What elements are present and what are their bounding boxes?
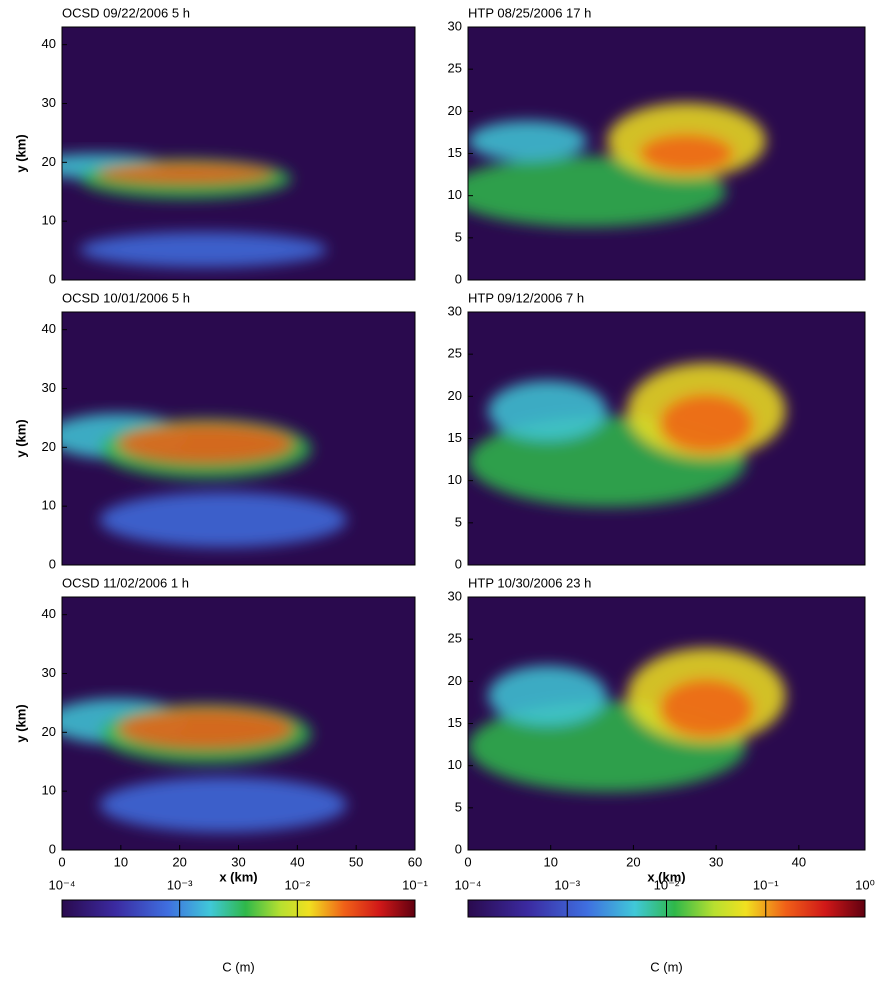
- y-tick-label: 10: [448, 757, 462, 772]
- y-tick-label: 20: [42, 439, 56, 454]
- plume-blob: [97, 164, 273, 184]
- y-tick-label: 15: [448, 430, 462, 445]
- y-tick-label: 20: [448, 673, 462, 688]
- y-tick-label: 0: [455, 841, 462, 856]
- y-tick-label: 10: [42, 213, 56, 228]
- plume-blob: [100, 492, 347, 547]
- x-tick-label: 10: [543, 854, 557, 869]
- y-tick-label: 0: [49, 841, 56, 856]
- colorbar-tick-label: 10⁰: [855, 877, 875, 892]
- y-tick-label: 20: [42, 724, 56, 739]
- x-tick-label: 10: [114, 854, 128, 869]
- plume-blob: [117, 709, 293, 749]
- colorbar-tick-label: 10⁻⁴: [49, 877, 76, 892]
- plume-blob: [659, 393, 754, 453]
- x-axis-label: x (km): [219, 869, 257, 884]
- y-tick-label: 0: [49, 271, 56, 286]
- colorbar-label: C (m): [222, 959, 255, 974]
- y-tick-label: 25: [448, 346, 462, 361]
- panel-title: OCSD 10/01/2006 5 h: [62, 290, 190, 305]
- y-tick-label: 30: [42, 95, 56, 110]
- y-tick-label: 15: [448, 715, 462, 730]
- y-tick-label: 10: [42, 783, 56, 798]
- field: [47, 312, 415, 565]
- y-axis-label: y (km): [13, 419, 28, 457]
- panel-title: HTP 09/12/2006 7 h: [468, 290, 584, 305]
- y-tick-label: 30: [42, 380, 56, 395]
- field: [448, 27, 865, 280]
- x-tick-label: 0: [58, 854, 65, 869]
- y-tick-label: 0: [49, 556, 56, 571]
- y-tick-label: 25: [448, 631, 462, 646]
- plume-blob: [468, 121, 587, 161]
- plume-blob: [100, 777, 347, 832]
- y-tick-label: 20: [42, 154, 56, 169]
- y-tick-label: 5: [455, 799, 462, 814]
- y-tick-label: 30: [42, 665, 56, 680]
- plume-blob: [659, 678, 754, 738]
- plume-blob: [488, 381, 607, 441]
- plume-blob: [639, 133, 734, 173]
- x-tick-label: 40: [290, 854, 304, 869]
- panel-title: HTP 10/30/2006 23 h: [468, 575, 591, 590]
- colorbar-tick-label: 10⁻¹: [402, 877, 428, 892]
- colorbar-tick-label: 10⁻⁴: [455, 877, 482, 892]
- x-tick-label: 30: [231, 854, 245, 869]
- plume-blob: [488, 666, 607, 726]
- y-tick-label: 0: [455, 556, 462, 571]
- y-tick-label: 30: [448, 18, 462, 33]
- panel-title: OCSD 11/02/2006 1 h: [62, 575, 189, 590]
- y-tick-label: 30: [448, 588, 462, 603]
- y-axis-label: y (km): [13, 134, 28, 172]
- field: [468, 597, 865, 850]
- x-tick-label: 20: [626, 854, 640, 869]
- y-tick-label: 20: [448, 388, 462, 403]
- x-tick-label: 0: [464, 854, 471, 869]
- colorbar: [62, 900, 415, 917]
- x-tick-label: 20: [172, 854, 186, 869]
- y-tick-label: 20: [448, 103, 462, 118]
- y-axis-label: y (km): [13, 704, 28, 742]
- y-tick-label: 10: [448, 187, 462, 202]
- x-tick-label: 60: [408, 854, 422, 869]
- colorbar-tick-label: 10⁻³: [167, 877, 193, 892]
- x-tick-label: 40: [792, 854, 806, 869]
- y-tick-label: 25: [448, 61, 462, 76]
- y-tick-label: 40: [42, 36, 56, 51]
- colorbar-tick-label: 10⁻¹: [753, 877, 779, 892]
- field: [47, 597, 415, 850]
- x-tick-label: 30: [709, 854, 723, 869]
- field: [27, 27, 415, 280]
- y-tick-label: 10: [448, 472, 462, 487]
- y-tick-label: 15: [448, 145, 462, 160]
- y-tick-label: 40: [42, 606, 56, 621]
- figure: OCSD 09/22/2006 5 h 0 10 20 30 40 y (km) HTP 08…: [0, 0, 880, 982]
- y-tick-label: 30: [448, 303, 462, 318]
- panel-title: OCSD 09/22/2006 5 h: [62, 5, 190, 20]
- y-tick-label: 5: [455, 514, 462, 529]
- colorbar-label: C (m): [650, 959, 683, 974]
- plume-blob: [117, 424, 293, 464]
- y-tick-label: 40: [42, 321, 56, 336]
- y-tick-label: 0: [455, 271, 462, 286]
- colorbar-tick-label: 10⁻²: [654, 877, 680, 892]
- plume-blob: [80, 232, 327, 267]
- y-tick-label: 10: [42, 498, 56, 513]
- colorbar-tick-label: 10⁻³: [554, 877, 580, 892]
- y-tick-label: 5: [455, 229, 462, 244]
- colorbar-tick-label: 10⁻²: [285, 877, 311, 892]
- panel-title: HTP 08/25/2006 17 h: [468, 5, 591, 20]
- x-tick-label: 50: [349, 854, 363, 869]
- field: [468, 312, 865, 565]
